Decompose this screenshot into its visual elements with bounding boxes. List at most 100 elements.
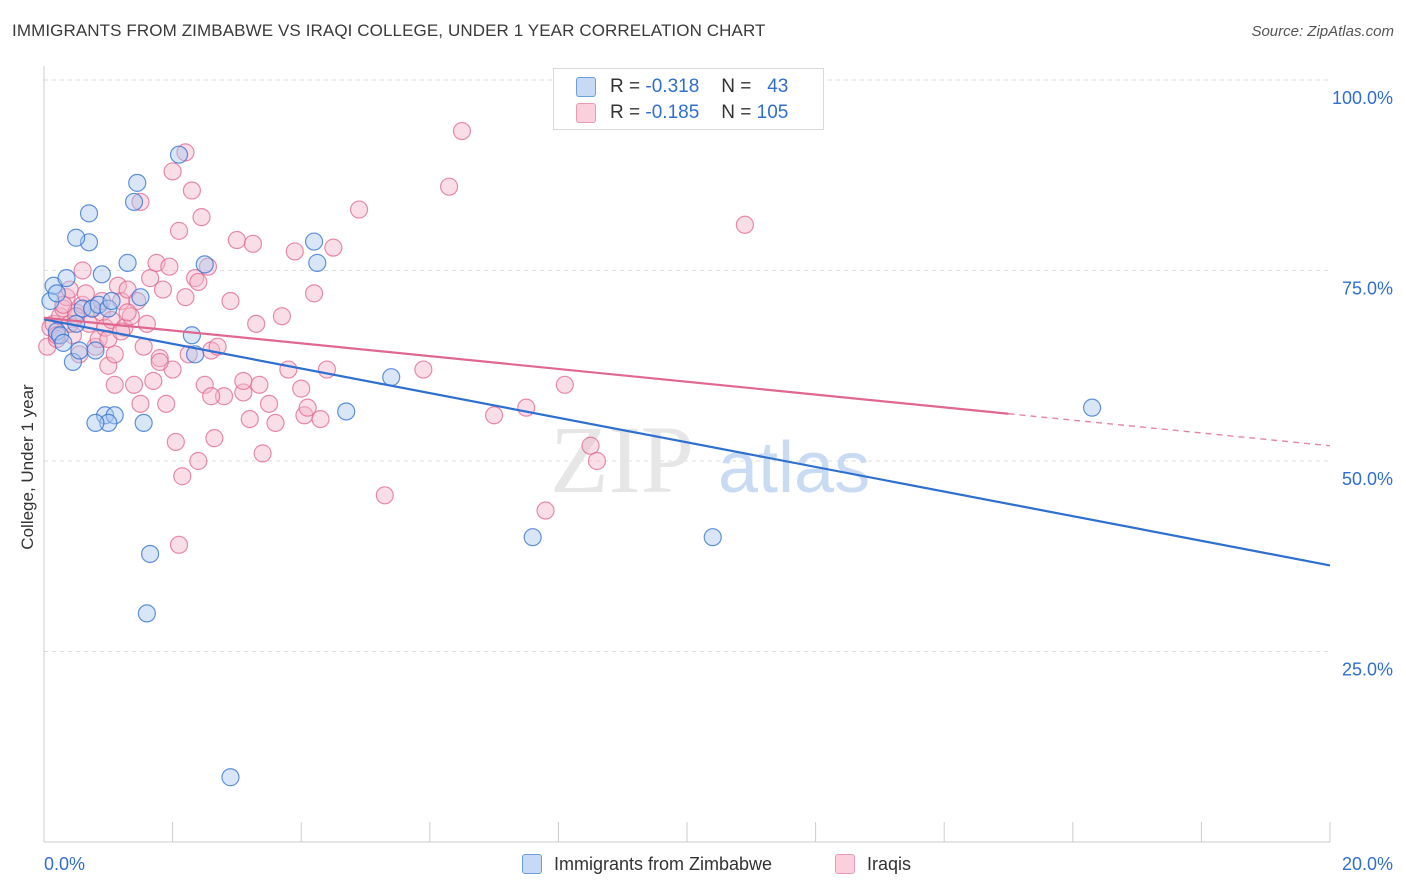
iraqis-point [182, 181, 201, 200]
iraqis-point [735, 215, 754, 234]
zimbabwe-point [105, 406, 124, 425]
zimbabwe-point [99, 413, 118, 432]
legend-swatch-blue [576, 77, 596, 97]
watermark: ZIP atlas [550, 406, 870, 513]
legend-n-value: 43 [767, 76, 789, 97]
iraqis-point [311, 409, 330, 429]
iraqis-point [205, 429, 224, 448]
zimbabwe-point [182, 326, 201, 345]
iraqis-point [150, 352, 169, 372]
bottom-legend-label-iraqis: Iraqis [867, 853, 912, 874]
bottom-legend-swatch-blue [522, 854, 542, 874]
iraqis-point [243, 234, 263, 253]
iraqis-point [131, 192, 150, 212]
iraqis-point [118, 303, 137, 322]
iraqis-point [163, 162, 182, 181]
iraqis-point [250, 375, 269, 394]
iraqis-point [166, 432, 185, 452]
zimbabwe-point [102, 291, 121, 311]
iraqis-point [150, 349, 169, 368]
zimbabwe-trend-line [43, 318, 1331, 567]
watermark-atlas: atlas [718, 428, 870, 508]
iraqis-point [189, 272, 208, 292]
zimbabwe-point [86, 413, 105, 432]
bottom-legend-iraqis: Iraqis [835, 852, 911, 876]
iraqis-point [324, 238, 343, 257]
bottom-legend-label-zimbabwe: Immigrants from Zimbabwe [554, 853, 773, 874]
y-tick-label: 75.0% [1342, 279, 1393, 299]
bottom-legend-zimbabwe: Immigrants from Zimbabwe [522, 852, 772, 876]
iraqis-point [234, 371, 253, 391]
zimbabwe-point [221, 768, 240, 787]
iraqis-point [279, 360, 298, 379]
legend-row-iraqis: R = -0.185 N = 105 [576, 101, 788, 125]
iraqis-point [439, 177, 459, 196]
iraqis-point [73, 261, 92, 280]
iraqis-point [285, 242, 304, 261]
iraqis-trend-line [43, 316, 1009, 415]
zimbabwe-points [41, 145, 1102, 787]
chart-source: Source: ZipAtlas.com [1251, 23, 1394, 40]
iraqis-point [99, 356, 118, 375]
legend-r-label: R = [610, 102, 641, 123]
zimbabwe-point [86, 341, 105, 360]
iraqis-point [253, 444, 272, 463]
legend-n-label: N = [721, 102, 752, 123]
correlation-legend: R = -0.318 N = 43 R = -0.185 N = 105 [553, 68, 824, 130]
legend-r-value: -0.318 [645, 76, 700, 97]
zimbabwe-point [140, 544, 160, 564]
zimbabwe-point [70, 341, 89, 360]
watermark-zip: ZIP [550, 406, 694, 513]
zimbabwe-point [92, 265, 111, 284]
y-tick-labels: 25.0% 50.0% 75.0% 100.0% [1332, 88, 1393, 680]
iraqis-point [176, 288, 195, 307]
iraqis-point [304, 284, 324, 303]
iraqis-point [202, 387, 221, 406]
y-axis-label: College, Under 1 year [18, 384, 37, 550]
iraqis-point [169, 535, 189, 554]
iraqis-point [131, 394, 150, 413]
y-tick-label: 100.0% [1332, 88, 1393, 108]
zimbabwe-point [47, 284, 66, 303]
zimbabwe-point [1082, 398, 1102, 417]
iraqis-point [349, 200, 369, 219]
iraqis-point [536, 501, 555, 520]
zimbabwe-point [337, 402, 356, 421]
iraqis-point [153, 280, 173, 299]
iraqis-point [266, 413, 285, 432]
x-tick-labels: 0.0% 20.0% [44, 854, 1393, 874]
zimbabwe-point [63, 352, 83, 372]
iraqis-point [134, 337, 153, 356]
iraqis-point [76, 284, 95, 303]
iraqis-point [555, 375, 574, 394]
grid-lines [44, 79, 1330, 652]
iraqis-point [259, 394, 279, 413]
zimbabwe-point [54, 333, 73, 352]
axes [43, 66, 1331, 843]
zimbabwe-point [79, 204, 99, 223]
iraqis-point [375, 486, 394, 505]
iraqis-point [581, 436, 600, 455]
zimbabwe-point [131, 288, 150, 307]
zimbabwe-point [169, 145, 189, 164]
iraqis-point [124, 375, 144, 394]
zimbabwe-point [523, 528, 542, 547]
iraqis-point [140, 269, 160, 288]
iraqis-trend-line-dashed [1008, 413, 1331, 447]
iraqis-point [108, 276, 128, 295]
trend-lines [43, 316, 1331, 567]
iraqis-point [414, 360, 433, 379]
legend-n-label: N = [721, 76, 752, 97]
iraqis-point [485, 406, 504, 425]
zimbabwe-point [41, 291, 60, 311]
zimbabwe-point [134, 413, 153, 432]
bottom-legend-swatch-pink [835, 854, 855, 874]
y-tick-label: 50.0% [1342, 469, 1393, 489]
zimbabwe-point [137, 604, 156, 623]
iraqis-point [240, 409, 259, 429]
iraqis-point [272, 307, 292, 326]
legend-r-value: -0.185 [645, 102, 700, 123]
iraqis-point [160, 257, 179, 276]
zimbabwe-point [57, 269, 76, 288]
